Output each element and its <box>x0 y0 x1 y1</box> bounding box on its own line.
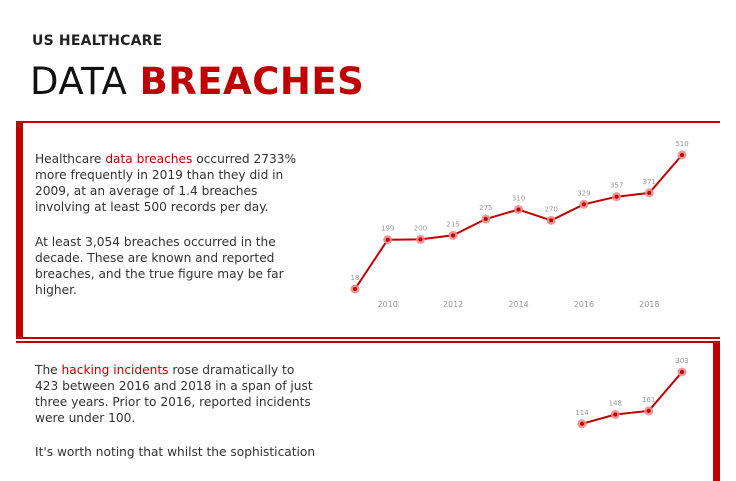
hacking-data-point[interactable] <box>613 412 618 417</box>
breaches-paragraph-2: At least 3,054 breaches occurred in the … <box>35 235 284 297</box>
breaches-data-point[interactable] <box>614 194 619 199</box>
hacking-data-label: 161 <box>642 396 655 404</box>
breaches-data-label: 270 <box>545 205 558 213</box>
breaches-card <box>16 121 720 339</box>
data-breaches-link: data breaches <box>105 152 193 166</box>
p1-post: occurred 2733% more frequently in 2019 t… <box>35 152 297 214</box>
hacking-data-point[interactable] <box>680 370 684 374</box>
hacking-data-point[interactable] <box>646 408 651 413</box>
breaches-data-label: 357 <box>610 182 623 190</box>
p2-post: rose dramatically to 423 between 2016 an… <box>35 363 313 425</box>
breaches-data-label: 215 <box>446 220 459 228</box>
breaches-data-point[interactable] <box>353 287 357 291</box>
title-dark-word: DATA <box>30 60 128 103</box>
hacking-line-chart: 114 148 161 303 <box>575 357 689 429</box>
breaches-x-tick-label: 2010 <box>378 300 398 309</box>
breaches-x-tick-label: 2012 <box>443 300 463 309</box>
breaches-data-point[interactable] <box>451 233 456 238</box>
hacking-paragraph-2: It's worth noting that whilst the sophis… <box>35 445 316 459</box>
page-title: DATA BREACHES <box>30 60 364 104</box>
breaches-x-tick-label: 2016 <box>574 300 594 309</box>
breaches-data-label: 310 <box>512 194 525 202</box>
title-red-word: BREACHES <box>139 60 365 103</box>
section-kicker: US HEALTHCARE <box>32 33 163 49</box>
breaches-data-point[interactable] <box>680 153 684 157</box>
p1-pre: Healthcare <box>35 152 106 166</box>
breaches-data-point[interactable] <box>483 217 488 222</box>
hacking-incidents-link: hacking incidents <box>61 363 169 377</box>
breaches-line-chart: 18 199 200 215 275 310 270 329 357 371 510 2010 2012… <box>350 140 689 309</box>
breaches-data-point[interactable] <box>549 218 554 223</box>
breaches-data-label: 329 <box>577 189 590 197</box>
hacking-paragraph-1: The hacking incidents rose dramatically … <box>35 362 320 426</box>
hacking-data-point[interactable] <box>580 421 584 426</box>
hacking-data-label: 148 <box>609 399 622 407</box>
breaches-data-point[interactable] <box>581 202 586 207</box>
breaches-series-line <box>354 154 683 290</box>
hacking-data-label: 114 <box>575 409 589 417</box>
breaches-paragraph-1: Healthcare data breaches occurred 2733% … <box>35 151 310 215</box>
breaches-data-point[interactable] <box>516 207 521 212</box>
breaches-data-label: 510 <box>675 140 688 148</box>
hacking-card <box>16 341 720 481</box>
hacking-data-label: 303 <box>675 357 688 365</box>
p2-pre: The <box>35 363 62 377</box>
hacking-series-line <box>581 371 683 425</box>
breaches-data-label: 199 <box>381 225 394 233</box>
breaches-data-point[interactable] <box>418 237 423 242</box>
breaches-data-label: 200 <box>414 224 427 232</box>
breaches-data-label: 371 <box>643 178 656 186</box>
breaches-x-tick-label: 2014 <box>508 300 528 309</box>
breaches-data-label: 18 <box>351 274 360 282</box>
breaches-x-tick-label: 2018 <box>639 300 659 309</box>
breaches-data-point[interactable] <box>647 190 652 195</box>
breaches-data-point[interactable] <box>385 237 390 242</box>
breaches-data-label: 275 <box>479 204 492 212</box>
